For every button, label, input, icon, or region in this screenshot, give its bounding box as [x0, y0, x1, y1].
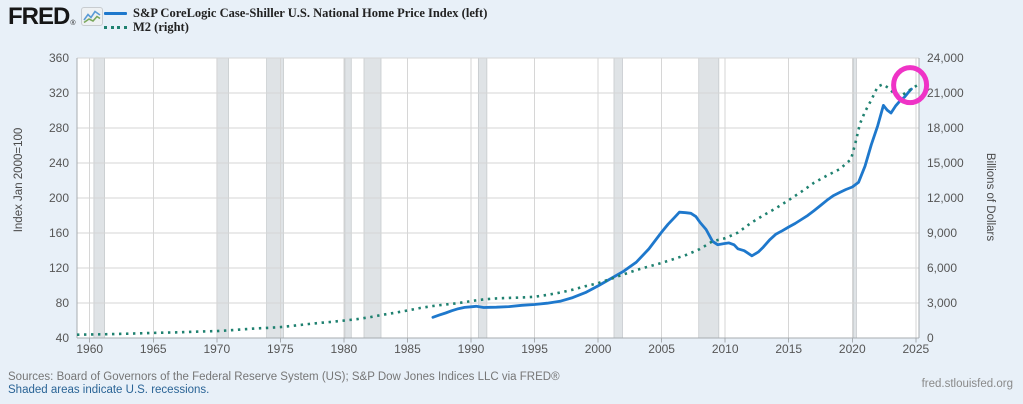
left-tick-label: 360	[49, 51, 69, 65]
x-tick-label: 2015	[775, 342, 802, 356]
x-tick-label: 1965	[140, 342, 167, 356]
x-tick-label: 1995	[521, 342, 548, 356]
right-tick-label: 9,000	[927, 226, 957, 240]
x-tick-label: 1985	[394, 342, 421, 356]
right-tick-label: 21,000	[927, 86, 964, 100]
right-tick-label: 0	[927, 331, 934, 345]
right-tick-label: 18,000	[927, 121, 964, 135]
x-tick-label: 1990	[458, 342, 485, 356]
m2-dotted-swatch	[104, 26, 127, 29]
x-tick-label: 2000	[585, 342, 612, 356]
legend: S&P CoreLogic Case-Shiller U.S. National…	[104, 7, 487, 34]
right-tick-label: 12,000	[927, 191, 964, 205]
site-text: fred.stlouisfed.org	[921, 378, 1013, 390]
x-tick-label: 2025	[902, 342, 929, 356]
left-tick-label: 40	[56, 331, 70, 345]
recession-note: Shaded areas indicate U.S. recessions.	[8, 384, 209, 396]
legend-item-case-shiller[interactable]: S&P CoreLogic Case-Shiller U.S. National…	[104, 7, 487, 20]
x-tick-label: 2020	[839, 342, 866, 356]
right-axis-title: Billions of Dollars	[984, 152, 996, 242]
recession-note-link[interactable]: Shaded areas indicate U.S. recessions.	[8, 384, 210, 396]
left-tick-label: 80	[56, 296, 70, 310]
right-tick-label: 24,000	[927, 51, 964, 65]
case-shiller-line	[431, 87, 913, 319]
fred-logo[interactable]: FRED ®	[8, 5, 103, 29]
legend-item-m2[interactable]: M2 (right)	[104, 21, 487, 34]
legend-label-m2: M2 (right)	[133, 20, 189, 34]
x-tick-label: 1980	[331, 342, 358, 356]
x-tick-label: 2005	[648, 342, 675, 356]
left-tick-label: 280	[49, 121, 69, 135]
x-tick-label: 2010	[712, 342, 739, 356]
x-tick-label: 1960	[76, 342, 103, 356]
right-tick-label: 6,000	[927, 261, 957, 275]
annotation-circle	[891, 65, 930, 106]
registered-mark-icon: ®	[70, 20, 76, 27]
left-tick-label: 200	[49, 191, 69, 205]
left-tick-label: 240	[49, 156, 69, 170]
fred-logo-text: FRED	[8, 3, 70, 30]
m2-line	[76, 83, 918, 336]
left-axis-title: Index Jan 2000=100	[13, 127, 25, 233]
right-tick-label: 15,000	[927, 156, 964, 170]
case-shiller-line-swatch	[104, 12, 127, 15]
fred-logo-sparkline-icon	[80, 7, 103, 26]
x-tick-label: 1975	[267, 342, 294, 356]
legend-label-case-shiller: S&P CoreLogic Case-Shiller U.S. National…	[133, 6, 488, 20]
x-tick-label: 1970	[203, 342, 230, 356]
left-tick-label: 160	[49, 226, 69, 240]
left-tick-label: 120	[49, 261, 69, 275]
right-tick-label: 3,000	[927, 296, 957, 310]
left-tick-label: 320	[49, 86, 69, 100]
sources-text: Sources: Board of Governors of the Feder…	[8, 371, 560, 383]
